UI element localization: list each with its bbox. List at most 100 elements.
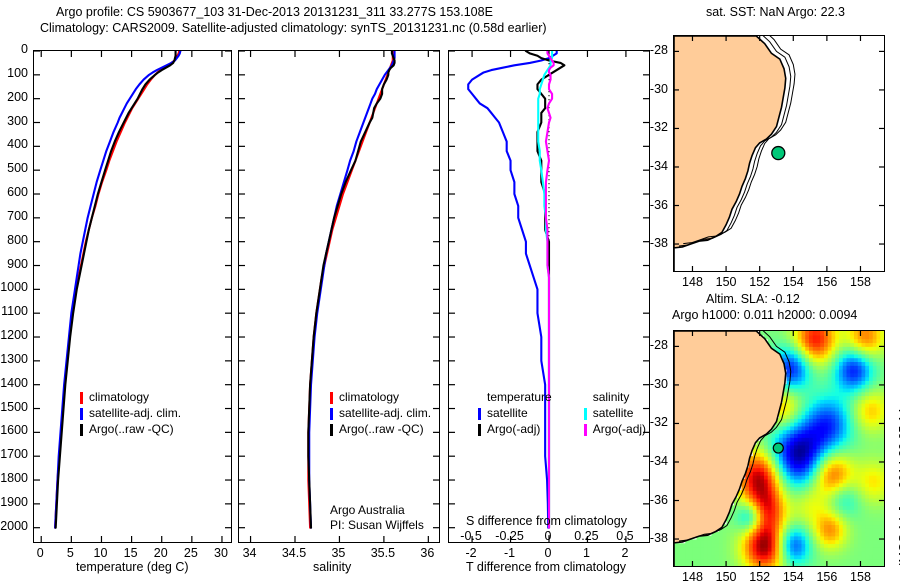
legend-color-swatch <box>478 408 481 420</box>
legend-color-swatch <box>583 424 587 436</box>
sla-title-line2: Argo h1000: 0.011 h2000: 0.0094 <box>672 308 858 322</box>
depth-tick: 600 <box>7 185 28 199</box>
sla-map-lon-tick: 158 <box>850 570 871 584</box>
legend-label: Argo(-adj) <box>592 422 647 436</box>
legend-color-swatch <box>478 424 481 436</box>
depth-tick: 100 <box>7 65 28 80</box>
legend-group: salinity satellite Argo(-adj) <box>583 390 646 438</box>
location-map-lon-tick: 152 <box>749 275 771 289</box>
legend-group-title: salinity <box>592 390 630 404</box>
s-diff-tick: 0 <box>544 529 552 543</box>
profile-title-line2: Climatology: CARS2009. Satellite-adjuste… <box>40 21 547 35</box>
s-difference-axis-label: S difference from climatology <box>466 514 627 528</box>
sst-map-title: sat. SST: NaN Argo: 22.3 <box>706 5 845 19</box>
salinity-tick: 36 <box>420 546 435 560</box>
location-map-lat-tick: -36 <box>649 197 668 212</box>
s-diff-tick: 0.25 <box>574 529 599 543</box>
legend-label: climatology <box>339 390 400 404</box>
t-diff-tick: 1 <box>582 546 590 560</box>
depth-tick: 900 <box>7 256 28 271</box>
location-map-lon-tick: 154 <box>782 275 804 289</box>
legend-item: Argo(-adj) <box>583 422 646 438</box>
legend-label: satellite-adj. clim. <box>89 406 182 420</box>
legend-group-title: temperature <box>487 390 552 404</box>
depth-tick: 1000 <box>0 280 28 295</box>
location-map-lat-tick: -30 <box>649 81 668 96</box>
legend-label: Argo(..raw -QC) <box>89 422 174 436</box>
legend-color-swatch <box>80 424 83 436</box>
temperature-tick: 30 <box>214 546 228 560</box>
sla-map-lon-tick: 148 <box>682 570 703 584</box>
legend-color-swatch <box>330 424 333 436</box>
sla-map-lon-tick: 152 <box>749 570 771 584</box>
difference-legend: temperature satellite Argo(-adj) salinity sa… <box>478 390 646 438</box>
t-diff-tick: -1 <box>503 546 516 560</box>
depth-tick: 1400 <box>0 375 28 390</box>
s-diff-tick: -0.5 <box>460 529 482 543</box>
temperature-tick: 15 <box>123 546 138 560</box>
temperature-tick: 10 <box>93 546 108 560</box>
sla-map-lon-tick: 150 <box>715 570 737 584</box>
salinity-tick: 35.5 <box>370 546 396 560</box>
legend-label: climatology <box>89 390 150 404</box>
depth-tick: 1300 <box>0 351 28 366</box>
legend-color-swatch <box>330 392 333 404</box>
legend-item: satellite <box>583 406 633 422</box>
legend-label: Argo(-adj) <box>487 422 541 436</box>
temperature-tick: 5 <box>66 546 74 560</box>
location-map-lat-tick: -28 <box>649 43 668 58</box>
legend-color-swatch <box>80 408 83 420</box>
profile-title-line1: Argo profile: CS 5903677_103 31-Dec-2013… <box>56 5 493 19</box>
depth-tick: 1900 <box>0 494 28 509</box>
legend-color-swatch <box>80 392 83 404</box>
legend-label: satellite <box>592 406 634 420</box>
sla-map-lon-tick: 156 <box>816 570 838 584</box>
depth-tick: 2000 <box>0 518 28 533</box>
difference-profile-panel <box>448 50 650 543</box>
depth-tick: 1700 <box>0 447 28 462</box>
legend-color-swatch <box>330 408 333 420</box>
depth-tick: 400 <box>7 137 28 152</box>
sla-map-lat-tick: -28 <box>649 338 668 353</box>
depth-tick: 1800 <box>0 471 28 486</box>
t-diff-tick: 0 <box>544 546 552 560</box>
t-diff-tick: -2 <box>465 546 477 560</box>
legend-label: satellite-adj. clim. <box>339 406 432 420</box>
legend-label: satellite <box>487 406 528 420</box>
temperature-axis-label: temperature (deg C) <box>76 560 189 574</box>
temperature-tick: 0 <box>36 546 44 560</box>
salinity-axis-label: salinity <box>313 560 352 574</box>
location-map-lon-tick: 158 <box>850 275 871 289</box>
pi-credit: PI: Susan Wijffels <box>330 518 424 532</box>
depth-tick: 1500 <box>0 399 28 414</box>
legend-item: satellite <box>478 406 552 422</box>
t-diff-tick: 2 <box>621 546 629 560</box>
legend-color-swatch <box>583 408 587 420</box>
legend-group: temperature satellite Argo(-adj) <box>478 390 552 438</box>
sla-map-lat-tick: -30 <box>649 376 668 391</box>
depth-tick: 800 <box>7 232 28 247</box>
sla-map-lat-tick: -32 <box>649 415 668 430</box>
location-map[interactable] <box>673 35 885 272</box>
salinity-profile-panel <box>238 50 440 543</box>
depth-tick: 0 <box>21 42 28 56</box>
location-map-lat-tick: -38 <box>649 236 668 251</box>
depth-tick: 200 <box>7 89 28 104</box>
location-map-lon-tick: 150 <box>715 275 737 289</box>
sla-map[interactable] <box>673 330 885 567</box>
salinity-tick: 35 <box>331 546 346 560</box>
depth-tick: 1200 <box>0 328 28 343</box>
sla-map-lat-tick: -34 <box>649 453 668 468</box>
t-difference-axis-label: T difference from climatology <box>466 560 627 574</box>
s-diff-tick: -0.25 <box>495 529 524 543</box>
depth-tick: 500 <box>7 161 28 176</box>
temperature-tick: 25 <box>183 546 198 560</box>
sla-map-lat-tick: -38 <box>649 531 668 546</box>
location-map-lon-tick: 148 <box>682 275 703 289</box>
depth-tick: 1100 <box>1 304 28 319</box>
temperature-tick: 20 <box>153 546 168 560</box>
sla-map-lat-tick: -36 <box>649 492 668 507</box>
salinity-tick: 34 <box>242 546 257 560</box>
s-diff-tick: 0.5 <box>616 529 634 543</box>
location-map-lon-tick: 156 <box>816 275 838 289</box>
